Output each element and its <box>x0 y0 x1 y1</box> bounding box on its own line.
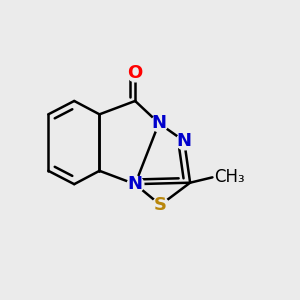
Text: S: S <box>154 196 167 214</box>
Text: O: O <box>128 64 143 82</box>
Text: N: N <box>152 114 166 132</box>
Text: N: N <box>128 175 142 193</box>
Text: N: N <box>177 132 192 150</box>
Text: CH₃: CH₃ <box>214 168 244 186</box>
